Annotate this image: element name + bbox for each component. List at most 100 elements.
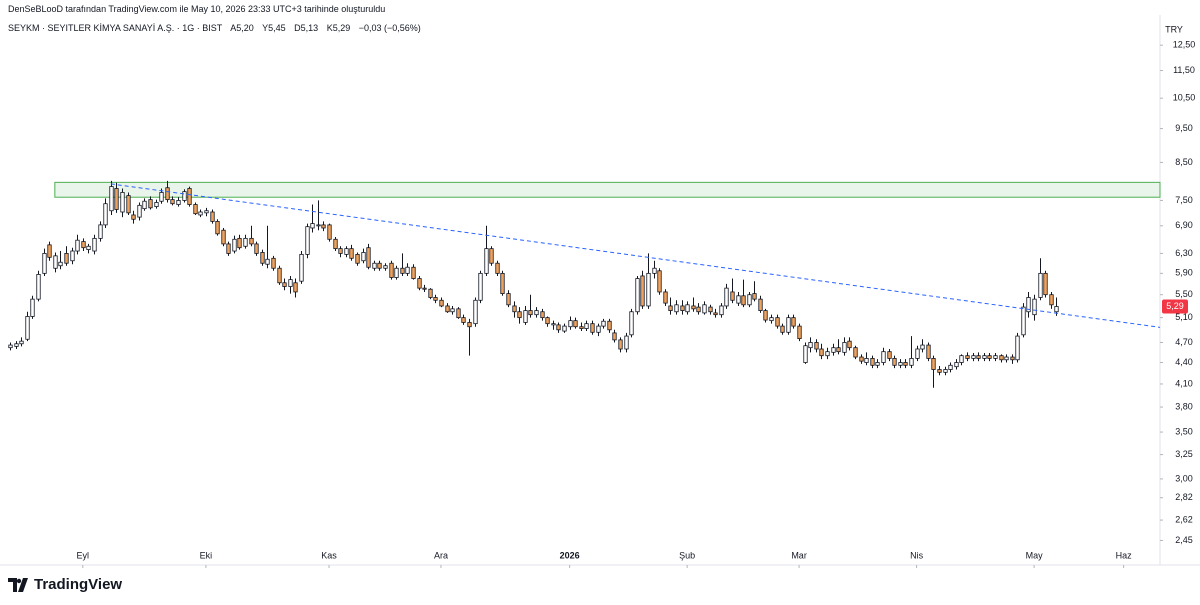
candle-body (120, 192, 125, 213)
candle-body (607, 320, 612, 331)
candle-body (573, 320, 578, 328)
candle-body (148, 199, 153, 209)
candle-body (25, 316, 30, 340)
candle-body (439, 299, 444, 307)
candle-body (965, 355, 970, 359)
candle-body (372, 262, 377, 269)
candle-body (931, 357, 936, 370)
y-tick-label: 7,50 (1175, 195, 1193, 205)
candle-body (237, 237, 242, 249)
y-tick-label: 6,30 (1175, 248, 1193, 258)
candle-body (81, 241, 86, 249)
currency: TRY (1165, 24, 1183, 34)
candle-body (730, 291, 735, 301)
candle-body (568, 320, 573, 328)
candle-body (461, 317, 466, 323)
candle-body (159, 192, 164, 202)
y-tick-label: 2,82 (1175, 492, 1193, 502)
candle-body (394, 267, 399, 278)
candle-body (254, 243, 259, 254)
candle-body (584, 323, 589, 329)
y-tick-label: 12,50 (1173, 40, 1196, 50)
candle-body (545, 317, 550, 325)
candle-body (506, 293, 511, 306)
candle-body (232, 238, 237, 252)
candle-body (579, 326, 584, 329)
candle-body (500, 272, 505, 294)
candle-body (137, 204, 142, 218)
candle-body (920, 344, 925, 350)
y-tick-label: 11,50 (1173, 65, 1195, 75)
candle-body (98, 224, 103, 239)
x-tick-label: Nis (910, 550, 923, 560)
y-tick-label: 3,25 (1175, 449, 1193, 459)
candle-body (170, 199, 175, 205)
candle-body (478, 272, 483, 301)
candle-body (517, 311, 522, 319)
candle-body (215, 221, 220, 235)
candle-body (154, 202, 159, 207)
candle-body (64, 253, 69, 264)
candle-body (640, 275, 645, 307)
candle-body (349, 248, 354, 259)
x-tick-label: Ara (434, 550, 448, 560)
y-tick-label: 3,00 (1175, 473, 1193, 483)
candle-body (193, 204, 198, 215)
x-tick-label: Şub (679, 550, 695, 560)
x-tick-label: Eki (200, 550, 213, 560)
y-tick-label: 5,50 (1175, 289, 1193, 299)
zone (54, 181, 1161, 198)
candle-body (400, 267, 405, 274)
candle-body (736, 295, 741, 304)
candle-body (663, 291, 668, 304)
candle-body (976, 355, 981, 359)
candle-body (204, 210, 209, 214)
candle-body (277, 267, 282, 284)
candle-body (982, 355, 987, 359)
candle-body (1054, 306, 1059, 313)
candle-body (445, 305, 450, 313)
candle-body (528, 310, 533, 316)
trendline (110, 183, 1161, 328)
candle-body (198, 211, 203, 216)
candle-body (114, 188, 119, 210)
chart: TRY 12,50 11,50 10,50 9,50 8,50 7,50 6,90 6,30 5… (0, 15, 1200, 568)
candle-body (847, 340, 852, 349)
candle-body (836, 347, 841, 353)
candle-body (1049, 294, 1054, 306)
credit: DenSeBLooD tarafından TradingView.com il… (8, 4, 386, 14)
candle-body (271, 257, 276, 269)
candle-body (999, 355, 1004, 361)
ohlc-low: D5,13 (294, 23, 319, 33)
last-price-tag (1162, 299, 1188, 314)
y-tick-label: 4,10 (1175, 378, 1193, 388)
candle-body (523, 310, 528, 323)
candle-body (1026, 297, 1031, 313)
x-tick-label: Mar (791, 550, 807, 560)
candle-body (959, 355, 964, 363)
candle-body (86, 245, 91, 250)
candle-body (758, 298, 763, 311)
x-tick-label: 2026 (560, 550, 580, 560)
candle-body (803, 345, 808, 363)
candle-body (1004, 356, 1009, 361)
candle-body (786, 317, 791, 333)
candle-body (422, 287, 427, 290)
logo-icon (8, 577, 28, 592)
candle-body (355, 253, 360, 264)
symbol-legend: SEYKM · SEYITLER KİMYA SANAYİ A.Ş. · 1G … (8, 23, 427, 33)
x-tick-label: Eyl (77, 550, 90, 560)
candle-body (103, 203, 108, 226)
candle-body (551, 323, 556, 326)
candle-body (898, 362, 903, 366)
candle-body (299, 253, 304, 282)
candle-body (556, 324, 561, 331)
candle-body (428, 288, 433, 298)
candle-body (618, 339, 623, 350)
candle-body (724, 287, 729, 307)
candle-body (176, 200, 181, 205)
candle-body (646, 272, 651, 307)
candle-body (333, 238, 338, 250)
candle-body (92, 237, 97, 252)
candle-body (775, 317, 780, 327)
